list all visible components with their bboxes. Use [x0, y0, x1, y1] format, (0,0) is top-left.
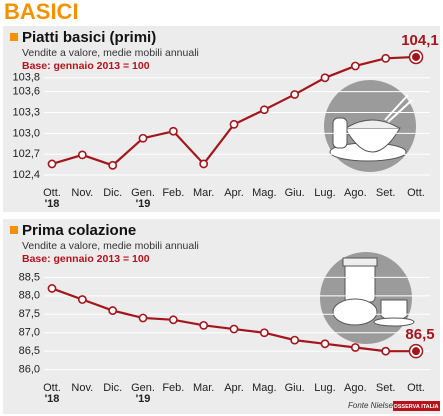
x-tick-label: Mag. — [252, 382, 276, 394]
point-marker — [290, 335, 300, 345]
point-marker — [168, 315, 178, 325]
x-tick-label: Apr. — [224, 382, 244, 394]
point-marker — [320, 73, 330, 83]
base-note: Base: gennaio 2013 = 100 — [22, 253, 150, 265]
point-marker — [320, 339, 330, 349]
x-year-label: '19 — [136, 393, 151, 405]
x-tick-label: Mag. — [252, 187, 276, 199]
x-year-label: '18 — [45, 393, 60, 405]
x-tick-label: Gen. — [131, 382, 155, 394]
y-tick-label: 86,5 — [19, 345, 40, 357]
x-tick-label: Dic. — [103, 382, 122, 394]
x-tick-label: Dic. — [103, 187, 122, 199]
point-marker — [381, 53, 391, 63]
base-note: Base: gennaio 2013 = 100 — [22, 60, 150, 72]
x-tick-label: Giu. — [285, 187, 305, 199]
x-tick-label: Ott. — [43, 187, 61, 199]
y-tick-label: 87,0 — [19, 327, 40, 339]
x-tick-label: Mar. — [193, 382, 214, 394]
end-marker — [412, 52, 420, 61]
point-marker — [259, 328, 269, 338]
point-marker — [138, 133, 148, 143]
point-marker — [138, 313, 148, 323]
point-marker — [229, 119, 239, 129]
y-tick-label: 103,0 — [12, 127, 40, 139]
point-marker — [199, 159, 209, 169]
point-marker — [350, 61, 360, 71]
title-bullet — [10, 226, 18, 234]
x-year-label: '19 — [136, 198, 151, 210]
y-tick-label: 86,0 — [19, 364, 40, 376]
point-marker — [350, 343, 360, 352]
x-tick-label: Ago. — [344, 382, 367, 394]
x-tick-label: Lug. — [314, 382, 335, 394]
point-marker — [199, 320, 209, 330]
y-tick-label: 103,6 — [12, 86, 40, 98]
title-bullet — [10, 33, 18, 41]
y-tick-label: 88,5 — [19, 271, 40, 283]
x-year-label: '18 — [45, 198, 60, 210]
x-tick-label: Ago. — [344, 187, 367, 199]
logo: OSSERVA ITALIA — [393, 404, 438, 410]
x-tick-label: Ott. — [407, 187, 425, 199]
chart-title: Prima colazione — [22, 222, 136, 239]
y-tick-label: 102,7 — [12, 148, 40, 160]
point-marker — [77, 295, 87, 304]
value-label: 86,5 — [405, 326, 434, 343]
point-marker — [229, 324, 239, 334]
y-tick-label: 103,8 — [12, 72, 40, 84]
chart-title: Piatti basici (primi) — [22, 29, 156, 46]
x-tick-label: Nov. — [71, 187, 93, 199]
point-marker — [47, 159, 57, 169]
value-label: 104,1 — [401, 32, 439, 49]
x-tick-label: Ott. — [407, 382, 425, 394]
point-marker — [77, 150, 87, 160]
x-tick-label: Nov. — [71, 382, 93, 394]
page-title: BASICI — [4, 0, 79, 24]
source: Fonte Nielsen — [348, 401, 398, 410]
y-tick-label: 103,3 — [12, 106, 40, 118]
x-tick-label: Ott. — [43, 382, 61, 394]
x-tick-label: Lug. — [314, 187, 335, 199]
y-tick-label: 87,5 — [19, 308, 40, 320]
x-tick-label: Feb. — [162, 382, 184, 394]
point-marker — [108, 306, 118, 315]
x-tick-label: Mar. — [193, 187, 214, 199]
point-marker — [47, 284, 57, 293]
point-marker — [290, 90, 300, 99]
x-tick-label: Set. — [376, 187, 396, 199]
breakfast-illustration — [320, 252, 415, 344]
x-tick-label: Gen. — [131, 187, 155, 199]
end-marker — [412, 347, 420, 356]
chart-subtitle: Vendite a valore, medie mobili annuali — [22, 240, 199, 252]
logo-box — [393, 401, 440, 411]
pasta-illustration — [324, 80, 416, 172]
point-marker — [381, 346, 391, 356]
chart-subtitle: Vendite a valore, medie mobili annuali — [22, 47, 199, 59]
x-tick-label: Apr. — [224, 187, 244, 199]
x-tick-label: Set. — [376, 382, 396, 394]
y-tick-label: 102,4 — [12, 169, 40, 181]
x-tick-label: Giu. — [285, 382, 305, 394]
point-marker — [108, 160, 118, 170]
x-tick-label: Feb. — [162, 187, 184, 199]
y-tick-label: 88,0 — [19, 290, 40, 302]
point-marker — [168, 126, 178, 136]
point-marker — [259, 105, 269, 115]
